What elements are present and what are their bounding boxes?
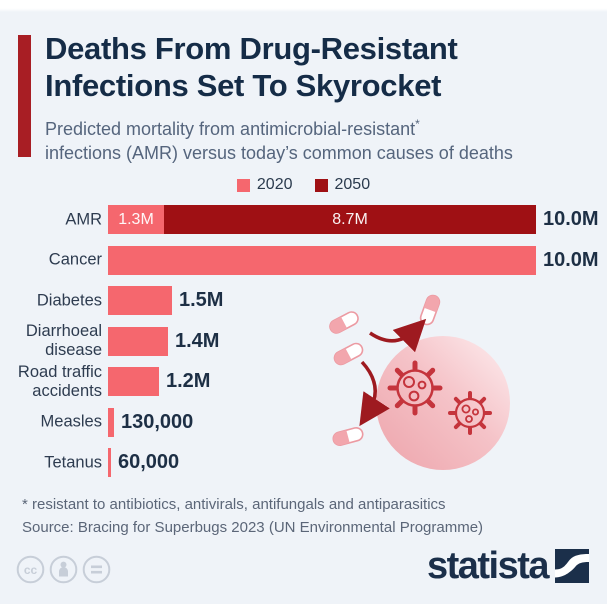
- value-label: 60,000: [118, 451, 180, 473]
- title-accent-bar: [18, 35, 31, 157]
- legend-label-2020: 2020: [256, 176, 293, 193]
- legend-swatch-2020: [236, 178, 250, 192]
- pill-icon: [419, 294, 441, 326]
- page-title: Deaths From Drug-Resistant Infections Se…: [45, 30, 458, 104]
- arrow-icon: [369, 318, 427, 353]
- category-label: Road traffic accidents: [17, 362, 102, 400]
- source-text: Source: Bracing for Superbugs 2023 (UN E…: [22, 519, 484, 536]
- category-label: Measles: [40, 412, 102, 431]
- bar-group: 1.5M: [108, 286, 223, 315]
- bar-segment-2020: [108, 245, 536, 275]
- bar-group: 1.2M: [108, 367, 210, 396]
- value-label: 130,000: [121, 410, 194, 433]
- statista-logo-icon: [555, 549, 589, 583]
- legend-label-2050: 2050: [334, 176, 371, 193]
- chart-row: Diabetes 1.5M: [0, 286, 607, 315]
- category-label: Tetanus: [44, 453, 102, 471]
- value-label: 10.0M: [543, 248, 599, 271]
- pill-icon: [332, 427, 364, 446]
- pill-icon: [329, 311, 359, 334]
- category-label: Diarrhoeal disease: [25, 322, 102, 359]
- subtitle-line2: infections (AMR) versus today’s common c…: [45, 143, 513, 163]
- svg-text:cc: cc: [24, 563, 38, 577]
- legend-swatch-2050: [314, 178, 328, 192]
- value-label: 1.4M: [175, 329, 220, 352]
- value-label: 10.0M: [543, 208, 599, 230]
- bar-group: 130,000: [108, 407, 194, 437]
- subtitle-line1: Predicted mortality from antimicrobial-r…: [45, 119, 416, 139]
- top-strip: [0, 0, 607, 12]
- bar-group: 60,000: [108, 448, 179, 477]
- title-line1: Deaths From Drug-Resistant: [45, 31, 458, 66]
- category-label: Diabetes: [36, 291, 102, 309]
- bar-segment-2020: [108, 407, 114, 437]
- brand[interactable]: statista: [427, 547, 589, 585]
- gradient-circle: [376, 336, 510, 470]
- chart-row: AMR 1.3M 8.7M 10.0M: [0, 205, 607, 234]
- attribution-icon[interactable]: [49, 555, 78, 584]
- microbes-pills-illustration: [329, 294, 510, 470]
- bar-segment-2020: [108, 448, 111, 477]
- bar-group: 1.3M 8.7M 10.0M: [108, 205, 599, 234]
- bar-chart: AMR 1.3M 8.7M 10.0M Cancer 10.0M Diabetes 1.5M D…: [0, 205, 607, 485]
- chart-row: Tetanus 60,000: [0, 448, 607, 477]
- value-label: 1.5M: [179, 289, 224, 311]
- chart-row: Measles 130,000: [0, 407, 607, 437]
- cc-icon[interactable]: cc: [16, 555, 45, 584]
- bar-segment-2020: [108, 286, 172, 315]
- title-line2: Infections Set To Skyrocket: [45, 68, 442, 103]
- legend-item-2020: 2020: [236, 176, 293, 194]
- value-label: 1.2M: [166, 370, 211, 392]
- bar-segment-2050: 8.7M: [164, 205, 536, 234]
- category-label: Cancer: [48, 250, 102, 269]
- footnote-marker: *: [415, 117, 420, 131]
- bar-segment-2020: 1.3M: [108, 205, 164, 234]
- bar-inner-value: 8.7M: [332, 210, 368, 228]
- bar-group: 1.4M: [108, 326, 220, 356]
- virus-icon: [448, 391, 492, 435]
- no-derivatives-icon[interactable]: [82, 555, 111, 584]
- pill-icon: [333, 342, 364, 366]
- bar-segment-2020: [108, 326, 168, 356]
- virus-icon: [387, 360, 443, 416]
- legend: 2020 2050: [0, 176, 607, 194]
- chart-row: Road traffic accidents 1.2M: [0, 363, 607, 400]
- bar-segment-2020: [108, 367, 159, 396]
- legend-item-2050: 2050: [314, 176, 371, 194]
- bar-group: 10.0M: [108, 245, 599, 275]
- license-icons[interactable]: cc: [16, 555, 111, 584]
- chart-row: Cancer 10.0M: [0, 245, 607, 275]
- footnotes: * resistant to antibiotics, antivirals, …: [22, 493, 483, 539]
- brand-wordmark: statista: [426, 545, 550, 587]
- arrow-icon: [359, 360, 390, 427]
- category-label: AMR: [65, 210, 102, 228]
- footnote-text: * resistant to antibiotics, antivirals, …: [22, 496, 446, 513]
- chart-row: Diarrhoeal disease 1.4M: [0, 322, 607, 359]
- bar-inner-value: 1.3M: [118, 210, 154, 228]
- subtitle: Predicted mortality from antimicrobial-r…: [45, 112, 513, 165]
